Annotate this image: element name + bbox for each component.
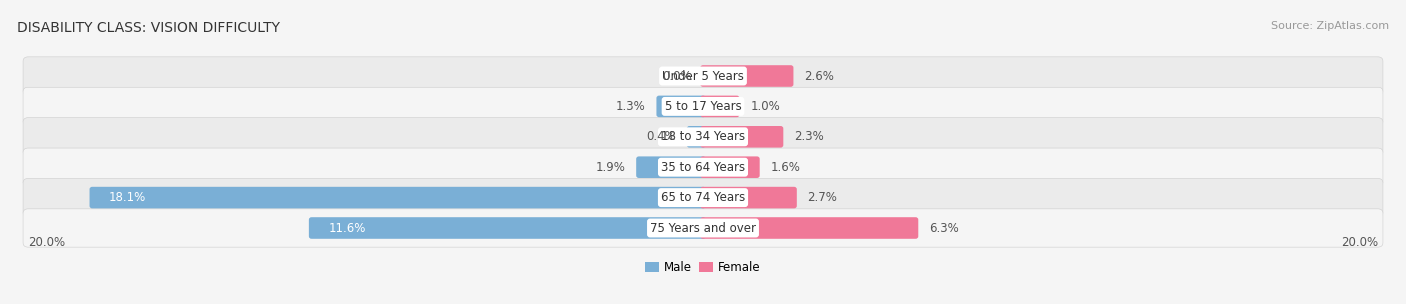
Text: DISABILITY CLASS: VISION DIFFICULTY: DISABILITY CLASS: VISION DIFFICULTY	[17, 21, 280, 35]
Text: 18 to 34 Years: 18 to 34 Years	[661, 130, 745, 143]
Text: 0.0%: 0.0%	[662, 70, 692, 82]
FancyBboxPatch shape	[657, 96, 706, 117]
FancyBboxPatch shape	[700, 187, 797, 209]
Text: 0.4%: 0.4%	[647, 130, 676, 143]
FancyBboxPatch shape	[22, 209, 1384, 247]
Text: 20.0%: 20.0%	[28, 236, 65, 249]
FancyBboxPatch shape	[22, 178, 1384, 217]
Text: 65 to 74 Years: 65 to 74 Years	[661, 191, 745, 204]
Text: Under 5 Years: Under 5 Years	[662, 70, 744, 82]
FancyBboxPatch shape	[700, 157, 759, 178]
Text: 1.0%: 1.0%	[751, 100, 780, 113]
Text: 5 to 17 Years: 5 to 17 Years	[665, 100, 741, 113]
Text: 6.3%: 6.3%	[929, 222, 959, 234]
FancyBboxPatch shape	[309, 217, 706, 239]
Text: 1.9%: 1.9%	[596, 161, 626, 174]
Text: 11.6%: 11.6%	[329, 222, 366, 234]
Text: 2.3%: 2.3%	[794, 130, 824, 143]
FancyBboxPatch shape	[22, 118, 1384, 156]
Legend: Male, Female: Male, Female	[641, 256, 765, 278]
FancyBboxPatch shape	[700, 96, 740, 117]
Text: 35 to 64 Years: 35 to 64 Years	[661, 161, 745, 174]
Text: 2.6%: 2.6%	[804, 70, 834, 82]
Text: Source: ZipAtlas.com: Source: ZipAtlas.com	[1271, 21, 1389, 31]
FancyBboxPatch shape	[700, 126, 783, 148]
FancyBboxPatch shape	[636, 157, 706, 178]
FancyBboxPatch shape	[686, 126, 706, 148]
FancyBboxPatch shape	[700, 65, 793, 87]
FancyBboxPatch shape	[22, 148, 1384, 186]
FancyBboxPatch shape	[700, 217, 918, 239]
Text: 20.0%: 20.0%	[1341, 236, 1378, 249]
Text: 75 Years and over: 75 Years and over	[650, 222, 756, 234]
FancyBboxPatch shape	[22, 87, 1384, 126]
FancyBboxPatch shape	[22, 57, 1384, 95]
Text: 1.6%: 1.6%	[770, 161, 800, 174]
FancyBboxPatch shape	[90, 187, 706, 209]
Text: 1.3%: 1.3%	[616, 100, 645, 113]
Text: 2.7%: 2.7%	[807, 191, 838, 204]
Text: 18.1%: 18.1%	[110, 191, 146, 204]
